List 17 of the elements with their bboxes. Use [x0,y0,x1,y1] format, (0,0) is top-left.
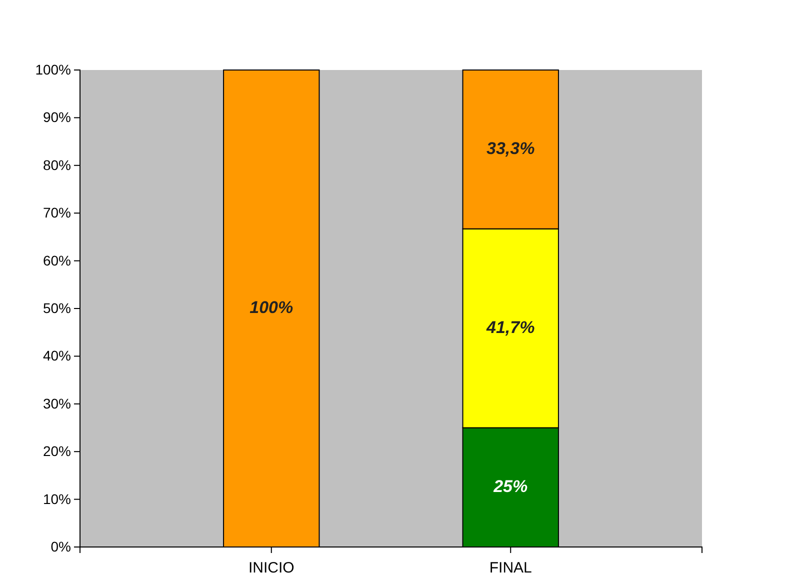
y-tick-label: 80% [42,156,71,173]
y-tick-label: 50% [42,300,71,316]
y-tick-label: 90% [42,109,71,126]
data-label: 33,3% [486,138,535,158]
y-tick-label: 100% [35,61,71,78]
data-label: 25% [492,476,528,496]
data-label: 41,7% [486,318,535,337]
y-tick-label: 30% [42,395,71,412]
y-tick-label: 60% [42,252,71,268]
y-tick-label: 20% [42,443,71,460]
x-tick-label: INICIO [248,560,294,576]
y-tick-label: 70% [42,204,71,221]
x-tick-label: FINAL [489,560,532,576]
y-tick-label: 40% [42,348,71,364]
y-tick-label: 10% [42,490,71,507]
y-tick-label: 0% [50,538,71,554]
data-label: 100% [250,298,294,317]
